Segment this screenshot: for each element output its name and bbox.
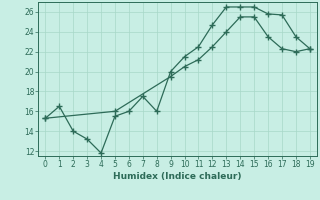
X-axis label: Humidex (Indice chaleur): Humidex (Indice chaleur) xyxy=(113,172,242,181)
